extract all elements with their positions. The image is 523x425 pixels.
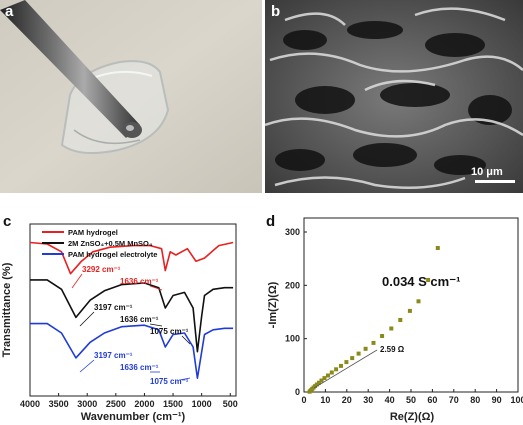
panel-a-label: a: [5, 3, 14, 20]
ann-black-1075: 1075 cm⁻¹: [150, 327, 189, 336]
eis-xtick-label: 100: [510, 395, 523, 405]
eis-data-point: [426, 278, 431, 282]
ftir-annotations: 3292 cm⁻¹ 1636 cm⁻¹ 3197 cm⁻¹ 1636 cm⁻¹ …: [71, 265, 191, 386]
eis-data-point: [339, 363, 343, 368]
panel-c-label: c: [3, 213, 11, 230]
eis-data-point: [356, 351, 361, 356]
eis-ytick-label: 100: [285, 334, 300, 344]
eis-data-point: [344, 360, 349, 365]
ftir-xtick-label: 2500: [106, 399, 126, 409]
eis-data-point: [322, 376, 327, 381]
ftir-xlabel: Wavenumber (cm⁻¹): [81, 411, 186, 423]
eis-data-point: [317, 380, 321, 385]
eis-xtick-label: 60: [427, 395, 437, 405]
eis-data-point: [326, 373, 330, 378]
ann-blue-1075: 1075 cm⁻¹: [150, 377, 189, 386]
conductivity-value: 0.034 S cm⁻¹: [382, 274, 460, 289]
eis-xtick-label: 70: [449, 395, 459, 405]
legend-electrolyte: PAM hydrogel electrolyte: [68, 250, 157, 259]
eis-xtick-label: 0: [301, 395, 306, 405]
eis-xlabel: Re(Z)(Ω): [390, 411, 435, 423]
eis-data-point: [407, 308, 412, 313]
ftir-ylabel: Transmittance (%): [1, 262, 13, 357]
panel-b-sem: b 10 μm: [265, 0, 523, 193]
ftir-xtick-label: 2000: [134, 399, 154, 409]
ftir-legend: PAM hydrogel 2M ZnSO₄+0.5M MnSO₄ PAM hyd…: [42, 228, 157, 259]
legend-pam: PAM hydrogel: [68, 228, 118, 237]
ftir-xtick-label: 1000: [192, 399, 212, 409]
ftir-chart: c 4000 3500 3000 2500 2000 1500 1000 500 PAM hy…: [1, 213, 238, 423]
eis-data-point: [329, 370, 334, 375]
ftir-xtick-label: 1500: [163, 399, 183, 409]
eis-plot-frame: [303, 217, 519, 393]
sem-image: b 10 μm: [265, 0, 523, 193]
eis-xtick-label: 80: [470, 395, 480, 405]
panel-b-label: b: [271, 3, 280, 20]
ftir-series-0: [29, 241, 234, 275]
eis-xtick-label: 90: [492, 395, 502, 405]
eis-data-point: [380, 334, 385, 338]
eis-ytick-label: 0: [295, 387, 300, 397]
eis-data-point: [334, 367, 339, 372]
ann-blue-1636: 1636 cm⁻¹: [120, 363, 159, 372]
ftir-xtick-label: 3000: [77, 399, 97, 409]
legend-salt: 2M ZnSO₄+0.5M MnSO₄: [68, 239, 153, 248]
scale-bar: [475, 180, 515, 183]
eis-ytick-label: 200: [285, 280, 300, 290]
ftir-plot-frame: [29, 223, 237, 397]
ann-black-1636: 1636 cm⁻¹: [120, 315, 159, 324]
eis-data-point: [371, 340, 376, 345]
eis-xtick-label: 10: [320, 395, 330, 405]
ann-blue-3197: 3197 cm⁻¹: [94, 351, 133, 360]
ann-black-3197: 3197 cm⁻¹: [94, 303, 133, 312]
eis-chart: d 0 10 20 30 40 50 60 70 80 90 100 0 100 200 300 0.034…: [266, 213, 523, 423]
ftir-xtick-label: 500: [223, 399, 238, 409]
intercept-label: 2.59 Ω: [380, 345, 405, 354]
eis-data-point: [319, 378, 324, 383]
eis-ylabel: -Im(Z)(Ω): [267, 281, 279, 328]
intercept-pointer: [313, 349, 378, 389]
ftir-xtick-label: 4000: [20, 399, 40, 409]
eis-data-point: [389, 326, 394, 331]
ftir-series-1: [30, 279, 234, 353]
scale-bar-label: 10 μm: [471, 166, 503, 178]
eis-data-point: [398, 318, 403, 322]
ann-red-3292: 3292 cm⁻¹: [82, 265, 121, 274]
eis-data-point: [435, 246, 440, 250]
eis-ytick-label: 300: [285, 227, 300, 237]
panel-a-photo: a: [0, 0, 262, 193]
eis-data-point: [416, 299, 421, 304]
ftir-xtick-label: 3500: [49, 399, 69, 409]
eis-data-point: [350, 356, 355, 361]
eis-data-point: [363, 346, 368, 351]
eis-data-point: [314, 382, 319, 387]
eis-xtick-label: 20: [342, 395, 352, 405]
ftir-series-2: [30, 322, 234, 379]
panel-c-ftir: c 4000 3500 3000 2500 2000 1500 1000 500 PAM hy…: [0, 210, 262, 425]
eis-xtick-label: 50: [406, 395, 416, 405]
eis-xtick-label: 30: [363, 395, 373, 405]
ann-red-1636: 1636 cm⁻¹: [120, 277, 159, 286]
photo-hydrogel: a: [0, 0, 262, 193]
panel-d-eis: d 0 10 20 30 40 50 60 70 80 90 100 0 100 200 300 0.034…: [262, 210, 523, 425]
panel-d-label: d: [266, 213, 275, 230]
eis-xtick-label: 40: [385, 395, 395, 405]
